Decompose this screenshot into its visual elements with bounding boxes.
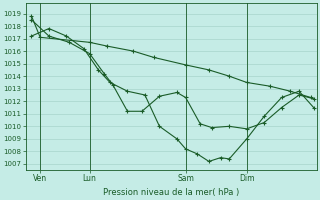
- X-axis label: Pression niveau de la mer( hPa ): Pression niveau de la mer( hPa ): [103, 188, 239, 197]
